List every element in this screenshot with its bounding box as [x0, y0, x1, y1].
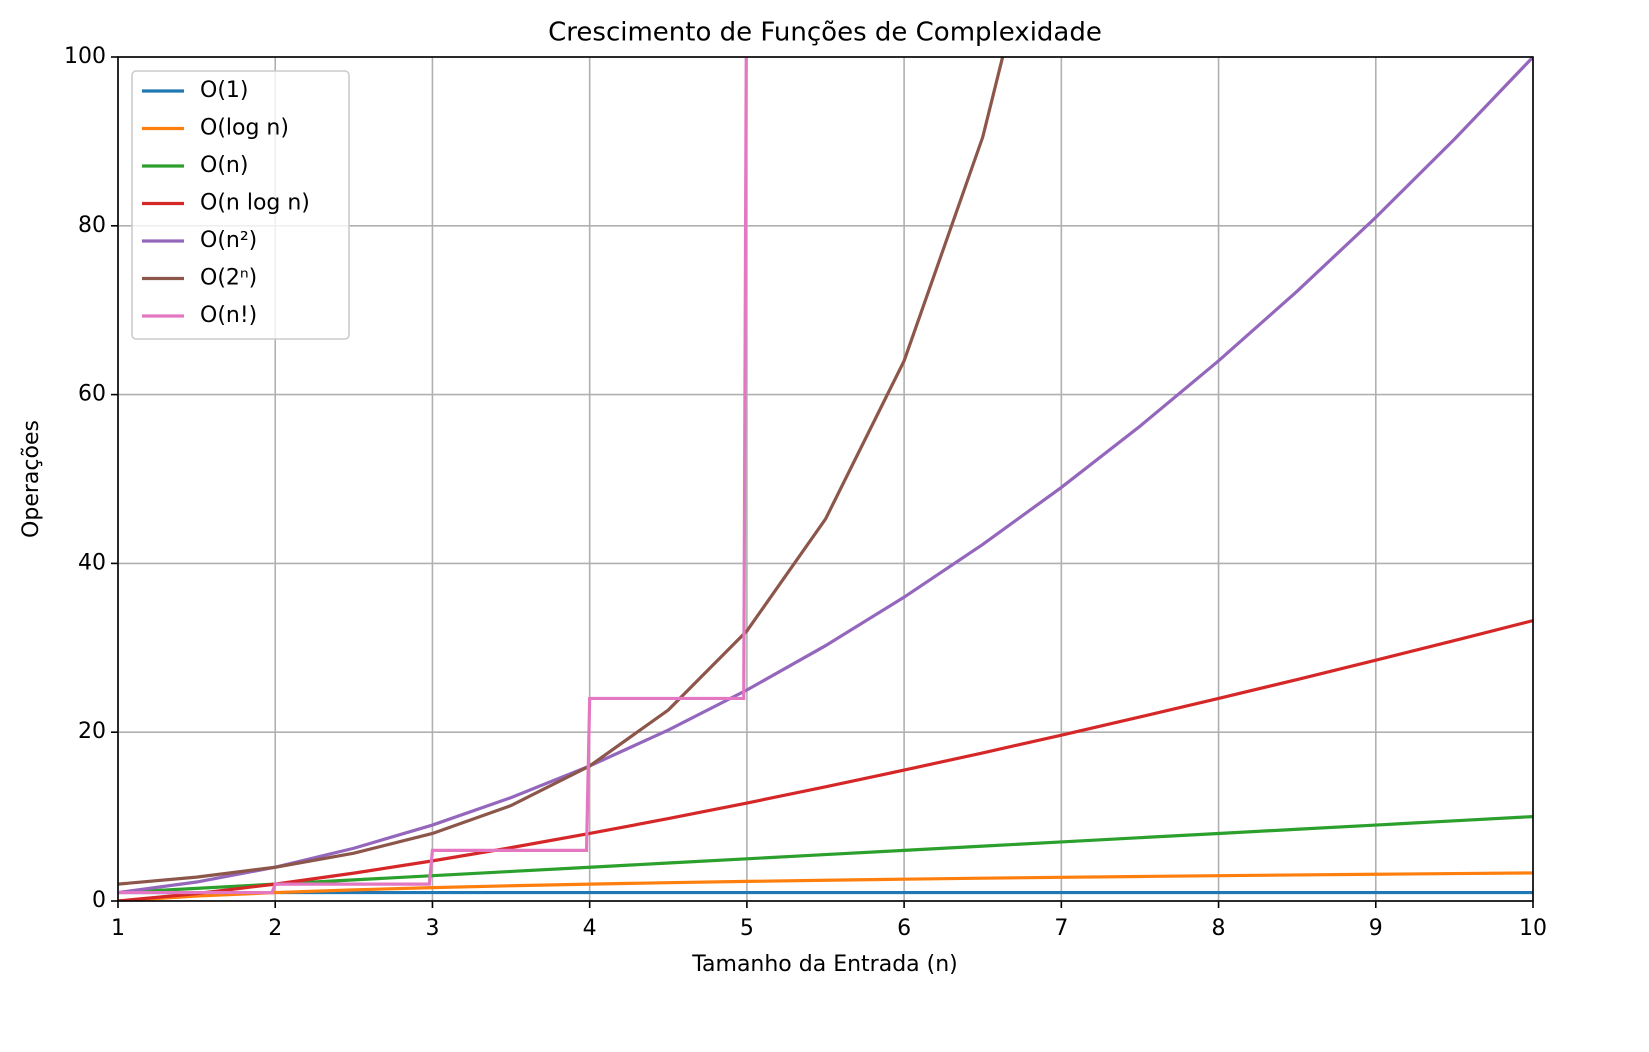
- x-axis-label: Tamanho da Entrada (n): [691, 952, 958, 977]
- y-tick-label: 0: [92, 888, 106, 913]
- y-tick-label: 80: [78, 213, 106, 238]
- x-tick-label: 5: [740, 916, 754, 941]
- series-line: [118, 57, 1533, 895]
- legend-label: O(n²): [200, 228, 257, 253]
- legend-label: O(2ⁿ): [200, 266, 257, 291]
- chart-title: Crescimento de Funções de Complexidade: [548, 18, 1102, 48]
- legend-label: O(n): [200, 153, 248, 178]
- legend-label: O(n!): [200, 303, 257, 328]
- y-tick-label: 20: [78, 719, 106, 744]
- x-tick-label: 4: [583, 916, 597, 941]
- series-line: [118, 57, 748, 895]
- x-tick-label: 9: [1369, 916, 1383, 941]
- x-tick-label: 6: [897, 916, 911, 941]
- x-tick-label: 2: [268, 916, 282, 941]
- legend-label: O(n log n): [200, 191, 310, 216]
- x-tick-label: 3: [425, 916, 439, 941]
- series-line: [118, 619, 1533, 901]
- y-tick-label: 40: [78, 550, 106, 575]
- y-tick-label: 100: [64, 44, 106, 69]
- y-axis-label: Operações: [19, 420, 44, 538]
- y-tick-label: 60: [78, 382, 106, 407]
- legend-label: O(1): [200, 78, 248, 103]
- legend-label: O(log n): [200, 116, 289, 141]
- legend-box: [131, 70, 350, 340]
- series-line: [118, 815, 1533, 895]
- x-tick-label: 1: [111, 916, 125, 941]
- x-tick-label: 7: [1054, 916, 1068, 941]
- x-tick-label: 8: [1212, 916, 1226, 941]
- plot-frame: [117, 56, 1534, 902]
- legend: O(1) O(log n) O(n) O(n log n) O(n²) O(2ⁿ) O(n!…: [131, 70, 350, 340]
- series-line: [118, 871, 1533, 901]
- x-tick-label: 10: [1519, 916, 1547, 941]
- plot-area: [118, 57, 1533, 901]
- series-line: [118, 57, 1005, 886]
